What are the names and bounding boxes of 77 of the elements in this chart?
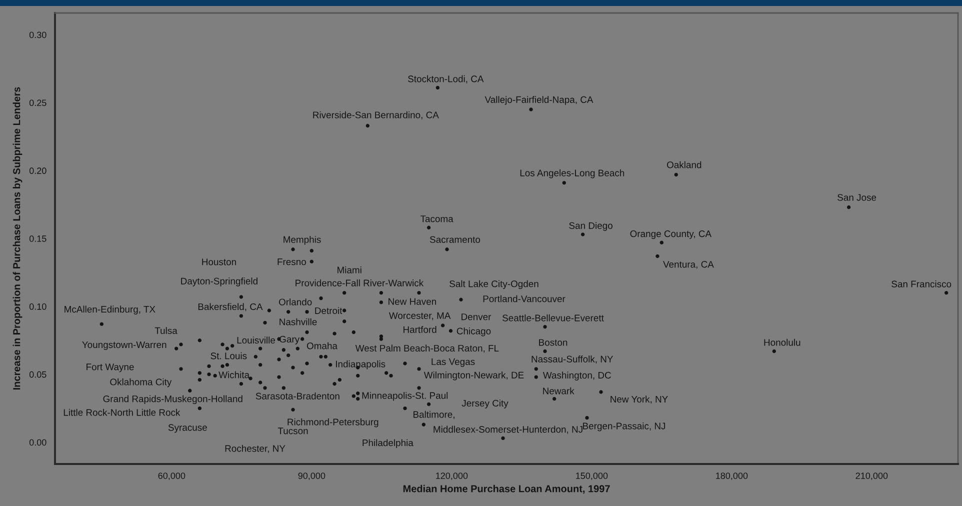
annotation: Orange County, CA	[630, 230, 712, 239]
y-tick-label: 0.10	[29, 303, 46, 310]
annotation: Wichita	[218, 371, 250, 378]
annotation: Newark	[543, 387, 574, 394]
annotation: Dayton-Springfield	[181, 278, 258, 286]
annotation: Oakland	[666, 161, 702, 168]
annotation: Memphis	[284, 236, 321, 245]
annotation: Youngstown-Warren	[82, 341, 166, 350]
annotation: Nassau-Suffolk, NY	[532, 356, 614, 364]
annotation: Sacramento	[430, 236, 480, 243]
annotation: Orlando	[278, 298, 312, 306]
annotation: Ventura, CA	[663, 261, 714, 269]
annotation: McAllen-Edinburg, TX	[64, 306, 156, 314]
annotation: Denver	[462, 314, 492, 320]
annotation: Worcester, MA	[388, 312, 451, 320]
y-tick-label: 0.15	[29, 235, 46, 242]
annotation: Providence-Fall River-Warwick	[296, 279, 424, 286]
annotation: Syracuse	[168, 424, 207, 433]
annotation: Tucson	[278, 428, 308, 434]
annotation: Grand Rapids-Muskegon-Holland	[103, 395, 242, 404]
annotation: Tulsa	[154, 327, 178, 334]
annotation: Little Rock-North Little Rock	[64, 408, 180, 416]
annotation: Seattle-Bellevue-Everett	[502, 314, 604, 322]
annotation: Jersey City	[462, 400, 508, 408]
annotation: New Haven	[388, 298, 436, 305]
annotation: Baltimore,	[414, 410, 454, 419]
annotation: Bergen-Passaic, NJ	[583, 422, 666, 432]
annotation: Miami	[338, 266, 362, 274]
y-tick-label: 0.30	[29, 32, 46, 38]
annotation: Hartford	[404, 326, 436, 333]
annotation: Wilmington-Newark, DE	[424, 372, 524, 380]
annotation: Portland-Vancouver	[483, 295, 566, 302]
y-tick-label: 0.25	[29, 100, 46, 106]
annotation: St. Louis	[210, 352, 247, 360]
annotation: Louisville	[237, 336, 276, 344]
x-tick-label: 60,000	[158, 472, 186, 480]
annotation: West Palm Beach-Boca Raton, FL	[355, 344, 499, 353]
annotation: Bakersfield, CA	[198, 303, 263, 312]
annotation: Indianapolis	[336, 360, 386, 370]
annotation: Stockton-Lodi, CA	[408, 75, 484, 84]
annotation: Oklahoma City	[110, 378, 172, 388]
x-axis-title: Median Home Purchase Loan Amount, 1997	[403, 484, 610, 494]
annotation: Fresno	[278, 258, 306, 266]
x-tick-label: 180,000	[716, 472, 748, 480]
annotation: Houston	[202, 258, 236, 266]
annotation: Nashville	[280, 318, 317, 326]
y-tick-label: 0.05	[29, 371, 46, 378]
annotation: Chicago	[456, 327, 491, 336]
annotation: Richmond-Petersburg	[288, 418, 378, 428]
y-axis-title: Increase in Proportion of Purchase Loans by Subprime Lenders	[12, 87, 22, 390]
annotation: New York, NY	[610, 396, 668, 404]
annotation: Honolulu	[764, 338, 800, 346]
annotation: Sarasota-Bradenton	[256, 392, 340, 400]
annotation: Omaha	[306, 342, 338, 350]
annotation: Tacoma	[420, 216, 454, 222]
annotation: Minneapolis-St. Paul	[362, 392, 448, 401]
annotation: Philadelphia	[362, 439, 414, 448]
annotation: Riverside-San Bernardino, CA	[313, 111, 439, 120]
annotation: Salt Lake City-Ogden	[450, 280, 538, 290]
annotation: Las Vegas	[432, 358, 475, 367]
annotation: Vallejo-Fairfield-Napa, CA	[484, 96, 594, 105]
annotation: Washington, DC	[542, 372, 611, 380]
annotation: Detroit	[315, 307, 342, 314]
annotation: San Jose	[838, 194, 876, 201]
x-tick-label: 120,000	[436, 472, 468, 480]
x-tick-label: 210,000	[856, 472, 888, 480]
annotation: Middlesex-Somerset-Hunterdon, NJ	[434, 426, 582, 434]
annotation: Rochester, NY	[225, 444, 286, 453]
y-tick-label: 0.20	[29, 168, 46, 174]
annotation: Fort Wayne	[86, 364, 134, 372]
annotation: Boston	[539, 339, 568, 346]
annotation: San Diego	[569, 222, 612, 231]
annotation: Los Angeles-Long Beach	[520, 169, 624, 178]
x-tick-label: 90,000	[298, 472, 326, 480]
x-tick-label: 150,000	[576, 472, 608, 480]
y-tick-label: 0.00	[29, 439, 46, 446]
annotation: San Francisco	[892, 280, 952, 288]
